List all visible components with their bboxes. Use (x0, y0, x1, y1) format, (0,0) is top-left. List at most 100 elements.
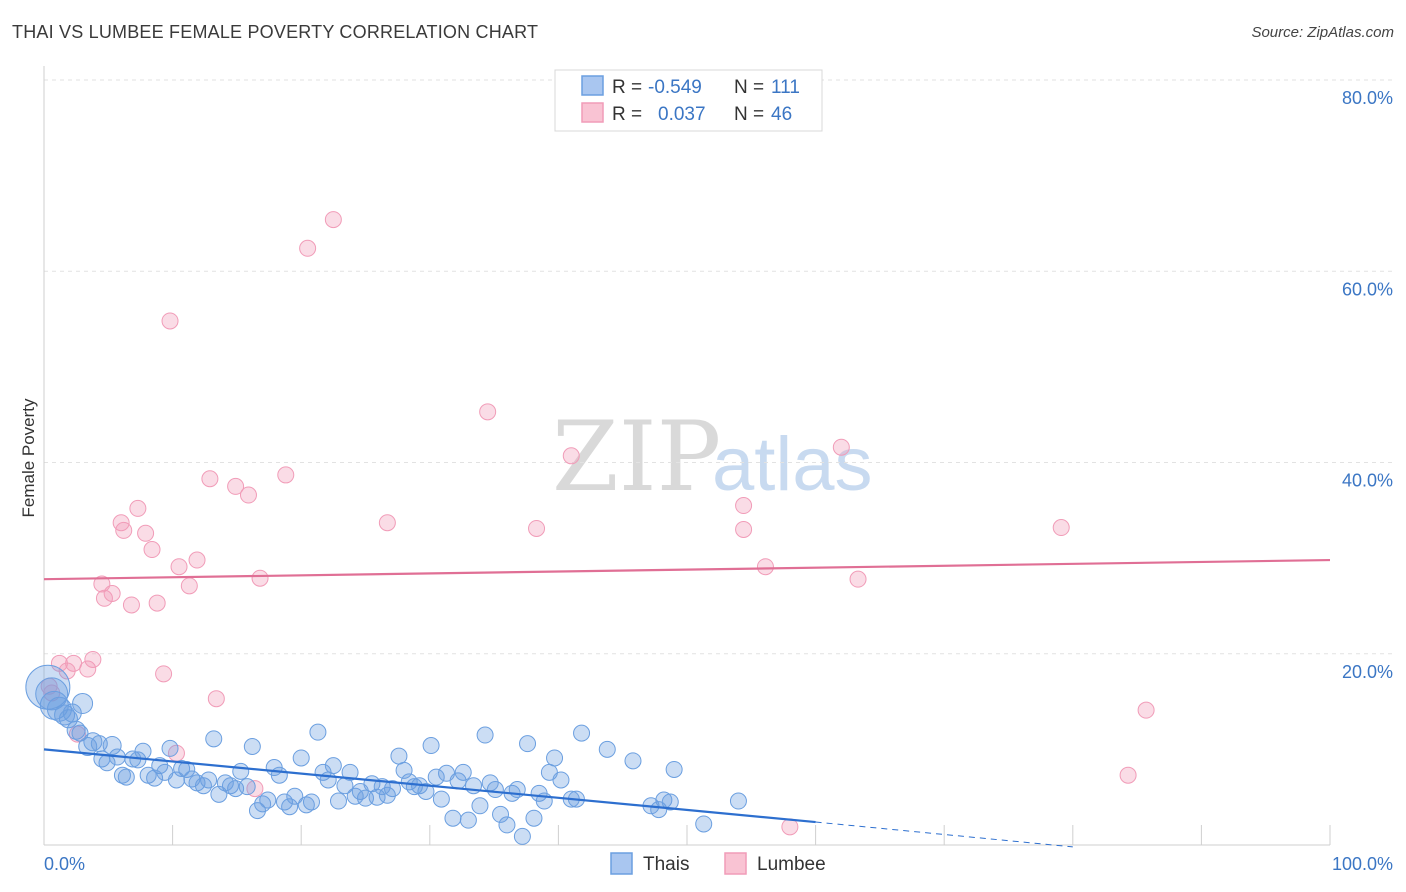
thai-n-label: N = (734, 77, 764, 98)
lumbee-point (832, 438, 850, 456)
thai-point (427, 768, 445, 786)
lumbee-r-label: R = (612, 104, 642, 125)
stats-legend: R = -0.549 N = 111 R = 0.037 N = 46 (554, 69, 823, 132)
thais-legend-label[interactable]: Thais (643, 854, 689, 875)
thai-point (216, 774, 234, 792)
lumbee-point (528, 519, 546, 537)
lumbee-point (207, 690, 225, 708)
lumbee-legend-swatch (581, 102, 604, 123)
lumbee-point (277, 466, 295, 484)
thai-series (25, 664, 747, 845)
lumbee-point (170, 558, 188, 576)
thai-point (384, 780, 402, 798)
lumbee-point (115, 521, 133, 539)
lumbee-point (324, 211, 342, 229)
thai-point (205, 730, 223, 748)
thai-point (173, 760, 191, 777)
thai-point (292, 749, 310, 767)
y-tick-label: 40.0% (1342, 471, 1393, 491)
lumbee-point (735, 520, 753, 538)
lumbee-point (479, 403, 497, 421)
lumbee-legend-swatch-bottom[interactable] (724, 852, 747, 875)
thai-point (513, 827, 531, 845)
thais-legend-swatch[interactable] (610, 852, 633, 875)
thai-point (492, 805, 510, 823)
thai-point (297, 796, 315, 814)
thai-point (243, 738, 261, 756)
thai-point (552, 771, 570, 789)
lumbee-point (1137, 701, 1155, 719)
lumbee-point (84, 650, 102, 668)
lumbee-point (137, 524, 155, 542)
thai-point (525, 809, 543, 827)
thai-n-value: 111 (771, 77, 800, 98)
thai-point (309, 723, 327, 741)
thai-point (275, 793, 293, 811)
lumbee-point (849, 570, 867, 588)
thai-point (368, 788, 386, 806)
thai-point (661, 793, 679, 811)
lumbee-n-label: N = (734, 104, 764, 125)
y-tick-label: 20.0% (1342, 662, 1393, 682)
thai-point (665, 760, 683, 778)
watermark-atlas: atlas (712, 422, 873, 507)
x-tick-labels: 0.0% 100.0% (44, 854, 1393, 874)
lumbee-point (251, 569, 269, 587)
lumbee-trend-line (43, 558, 1331, 581)
lumbee-point (65, 654, 83, 672)
lumbee-point (239, 486, 257, 504)
thai-point (519, 735, 537, 753)
lumbee-point (148, 594, 166, 612)
chart-title: THAI VS LUMBEE FEMALE POVERTY CORRELATIO… (12, 22, 539, 42)
thai-point (329, 792, 347, 810)
thai-point (221, 777, 239, 795)
lumbee-legend-label[interactable]: Lumbee (757, 854, 826, 875)
thai-point (259, 791, 277, 809)
thai-point (624, 752, 642, 770)
thai-point (417, 782, 435, 800)
thai-point (390, 747, 408, 765)
thai-point (324, 757, 342, 775)
thai-point (486, 781, 504, 799)
lumbee-point (562, 447, 580, 465)
grid-lines (44, 79, 1395, 655)
thai-point (459, 811, 477, 829)
thai-point (546, 749, 564, 767)
thai-point (598, 740, 616, 758)
lumbee-point (227, 477, 245, 495)
thai-point (161, 739, 179, 757)
thai-point (102, 736, 122, 756)
lumbee-point (299, 239, 317, 257)
thai-point (422, 737, 440, 755)
thai-point (178, 760, 196, 778)
thai-point (346, 787, 364, 805)
thai-r-value: -0.549 (648, 77, 702, 98)
thai-point (695, 815, 713, 833)
thai-point (400, 773, 418, 791)
thai-legend-swatch (581, 75, 604, 96)
lumbee-series (40, 211, 1155, 836)
lumbee-point (161, 312, 179, 330)
thai-point (476, 726, 494, 744)
thai-point (471, 797, 489, 815)
x-tick-label: 0.0% (44, 854, 85, 874)
source-credit: Source: ZipAtlas.com (1251, 24, 1394, 41)
lumbee-point (1119, 766, 1137, 784)
lumbee-r-value: 0.037 (658, 104, 706, 125)
lumbee-point (378, 514, 396, 532)
lumbee-point (756, 558, 774, 576)
thai-point (319, 771, 337, 789)
thai-point (200, 771, 218, 789)
thai-point (238, 778, 256, 796)
lumbee-point (129, 499, 147, 517)
thai-point (83, 732, 103, 752)
lumbee-point (103, 585, 121, 603)
lumbee-point (180, 577, 198, 595)
thai-point (302, 793, 320, 811)
watermark-zip: ZIP (552, 401, 721, 513)
thai-point (232, 762, 250, 780)
thai-point (134, 742, 152, 760)
series-legend: Thais Lumbee (610, 852, 826, 875)
lumbee-point (143, 541, 161, 559)
